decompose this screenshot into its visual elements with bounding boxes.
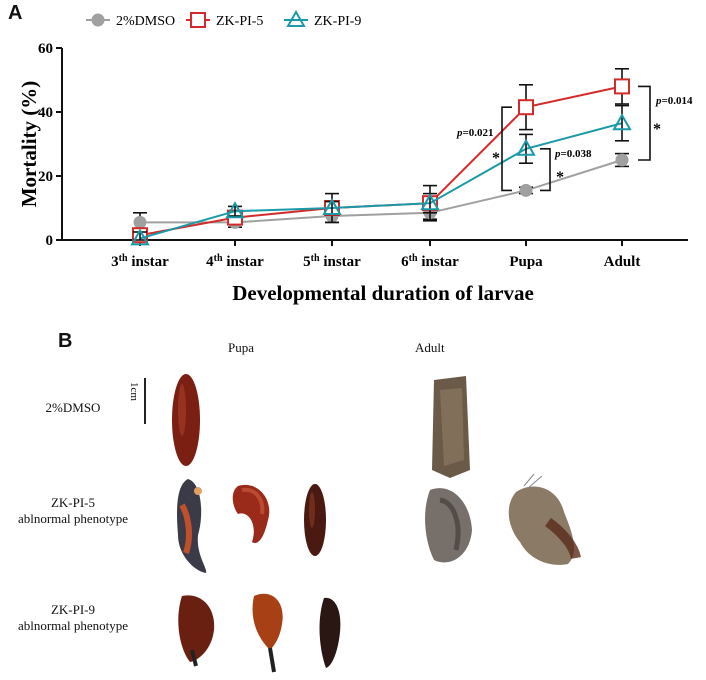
y-tick-label: 0 (46, 233, 54, 249)
p-value-label: p=0.038 (554, 148, 592, 160)
data-point (614, 78, 630, 95)
phenotype-photo-panel: Pupa Adult 1cm 2%DMSO ZK-PI-5 ablnormal … (0, 330, 706, 680)
x-tick-label: 4th instar (206, 253, 264, 271)
panel-a-label: A (8, 2, 23, 24)
data-point (133, 215, 147, 229)
scale-bar (144, 378, 146, 424)
data-point (420, 193, 440, 211)
series-1 (133, 152, 629, 233)
data-point (612, 113, 632, 131)
significance-star: * (556, 169, 564, 186)
legend-label: ZK-PI-5 (216, 14, 263, 29)
pupa-image-zk-pi-5-2 (232, 484, 270, 544)
data-point (518, 99, 534, 116)
significance-bracket (638, 85, 651, 161)
adult-moth-image-zk-pi-5-2 (508, 473, 581, 565)
legend-label: ZK-PI-9 (314, 14, 361, 29)
data-point (322, 197, 342, 215)
pupa-image-zk-pi-5-1 (177, 479, 207, 573)
chart-annotations: p=0.021 * p=0.038 * p=0.014 * (456, 85, 693, 192)
p-value-label: p=0.021 (456, 127, 494, 139)
x-axis-title: Developmental duration of larvae (232, 281, 534, 305)
mortality-line-chart: 2%DMSO ZK-PI-5 ZK-PI-9 0 20 40 60 3th instar 4t… (17, 9, 693, 305)
data-point (519, 183, 533, 197)
p-value-label: p=0.014 (655, 95, 693, 107)
row-label-zk-pi-5: ZK-PI-5 ablnormal phenotype (17, 495, 129, 526)
data-point (516, 138, 536, 156)
legend-entry-2: ZK-PI-5 (186, 12, 263, 29)
legend-marker (286, 9, 306, 27)
y-axis-title: Mortality (%) (17, 81, 41, 208)
column-header-adult: Adult (415, 340, 445, 355)
scale-bar-label: 1cm (128, 382, 140, 401)
y-tick-label: 40 (38, 105, 53, 121)
series-3 (130, 104, 632, 246)
significance-bracket (540, 148, 551, 192)
legend-label: 2%DMSO (116, 14, 175, 29)
pupa-image-zk-pi-9-2 (252, 593, 283, 673)
adult-moth-image-zk-pi-5-1 (425, 488, 472, 563)
pupa-image-zk-pi-5-3 (304, 484, 326, 556)
data-point (130, 228, 150, 246)
data-point (225, 201, 245, 219)
series-line (139, 122, 623, 240)
panel-b-label: B (58, 330, 73, 352)
pupa-image-zk-pi-9-3 (319, 597, 341, 668)
pupa-image-dmso (172, 374, 200, 466)
y-tick-label: 60 (38, 41, 53, 57)
significance-star: * (653, 121, 661, 138)
legend-marker (91, 13, 105, 27)
y-tick-label: 20 (38, 169, 53, 185)
chart-legend: 2%DMSO ZK-PI-5 ZK-PI-9 (86, 9, 361, 29)
chart-series (130, 68, 632, 246)
column-header-pupa: Pupa (228, 340, 254, 355)
x-tick-label: Adult (604, 254, 641, 270)
legend-entry-3: ZK-PI-9 (284, 9, 361, 29)
x-tick-label: 5th instar (303, 253, 361, 271)
x-tick-label: 6th instar (401, 253, 459, 271)
significance-star: * (492, 150, 500, 167)
series-line (140, 159, 623, 224)
data-point (615, 153, 629, 167)
pupa-image-zk-pi-9-1 (178, 595, 215, 667)
legend-marker (190, 12, 206, 28)
chart-axes: 0 20 40 60 3th instar 4th instar 5th instar 6th… (17, 41, 688, 305)
row-label-dmso: 2%DMSO (45, 400, 101, 415)
adult-moth-image-dmso (432, 376, 470, 478)
x-tick-label: 3th instar (111, 253, 169, 271)
significance-bracket (501, 106, 512, 192)
legend-entry-1: 2%DMSO (86, 13, 175, 29)
x-tick-label: Pupa (509, 254, 543, 270)
row-label-zk-pi-9: ZK-PI-9 ablnormal phenotype (17, 602, 129, 633)
